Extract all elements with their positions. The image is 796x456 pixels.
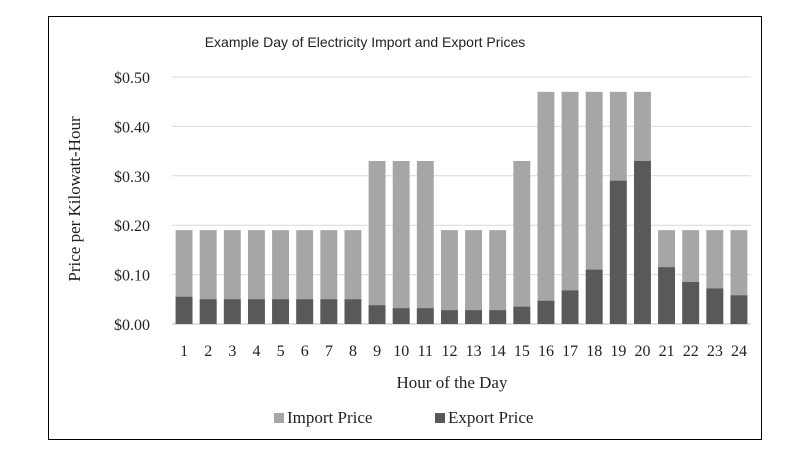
x-tick-label: 1 <box>180 343 188 360</box>
x-tick-label: 15 <box>514 343 530 360</box>
x-tick-label: 2 <box>204 343 212 360</box>
export-price-bar <box>633 160 651 324</box>
import-price-bar <box>561 91 579 324</box>
import-price-bar <box>440 230 458 324</box>
export-price-bar <box>706 288 724 324</box>
export-price-bar <box>296 299 314 324</box>
x-tick-label: 4 <box>252 343 260 360</box>
export-price-bar <box>585 269 603 324</box>
x-tick-label: 3 <box>228 343 236 360</box>
x-tick-label: 20 <box>634 343 650 360</box>
y-tick-label: $0.50 <box>114 70 150 87</box>
export-price-bar <box>440 310 458 324</box>
export-price-bar <box>344 299 362 324</box>
y-tick-label: $0.20 <box>114 218 150 235</box>
x-tick-label: 21 <box>659 343 675 360</box>
export-price-bar <box>247 299 265 324</box>
gridlines <box>172 76 751 325</box>
x-tick-labels: 1 2 3 4 5 6 7 8 9 10 11 12 13 14 15 16 17 18 19 20 21 22 23 24 <box>180 343 747 360</box>
x-tick-label: 11 <box>418 343 433 360</box>
bar-chart: Example Day of Electricity Import and Ex… <box>65 34 751 427</box>
x-tick-label: 23 <box>707 343 723 360</box>
import-price-bar <box>368 160 386 324</box>
x-tick-label: 18 <box>586 343 602 360</box>
import-price-bar <box>465 230 483 324</box>
import-price-bar <box>489 230 507 324</box>
import-price-bar <box>585 91 603 324</box>
x-tick-label: 24 <box>731 343 747 360</box>
y-tick-label: $0.30 <box>114 169 150 186</box>
import-price-bar <box>537 91 555 324</box>
export-price-bar <box>175 296 193 324</box>
x-tick-label: 12 <box>441 343 457 360</box>
x-tick-label: 8 <box>349 343 357 360</box>
y-tick-label: $0.10 <box>114 268 150 285</box>
x-axis-label: Hour of the Day <box>397 373 508 392</box>
export-price-bar <box>513 306 531 324</box>
x-tick-label: 10 <box>393 343 409 360</box>
export-price-bar <box>682 282 700 324</box>
x-tick-label: 5 <box>277 343 285 360</box>
y-axis-label: Price per Kilowatt-Hour <box>65 116 84 282</box>
export-price-bar <box>561 290 579 324</box>
x-tick-label: 9 <box>373 343 381 360</box>
legend-import-swatch <box>274 413 284 423</box>
y-tick-label: $0.00 <box>114 317 150 334</box>
x-tick-label: 22 <box>683 343 699 360</box>
x-tick-label: 14 <box>490 343 506 360</box>
export-price-bar <box>489 310 507 324</box>
export-price-bar <box>199 299 217 324</box>
chart-title: Example Day of Electricity Import and Ex… <box>205 34 526 50</box>
x-tick-label: 19 <box>610 343 626 360</box>
y-tick-labels: $0.00 $0.10 $0.20 $0.30 $0.40 $0.50 <box>114 70 150 334</box>
legend-import-label: Import Price <box>287 408 372 427</box>
import-price-bar <box>513 160 531 324</box>
x-tick-label: 17 <box>562 343 578 360</box>
import-price-bar <box>416 160 434 324</box>
x-tick-label: 16 <box>538 343 554 360</box>
export-price-bar <box>465 310 483 324</box>
export-price-bar <box>730 295 748 324</box>
import-price-bar <box>392 160 410 324</box>
export-price-bar <box>537 300 555 324</box>
export-price-bar <box>320 299 338 324</box>
export-price-bar <box>368 305 386 324</box>
legend-export-label: Export Price <box>448 408 533 427</box>
legend: Import Price Export Price <box>274 408 533 427</box>
chart-frame: Example Day of Electricity Import and Ex… <box>48 16 762 440</box>
x-tick-label: 13 <box>466 343 482 360</box>
x-tick-label: 7 <box>325 343 333 360</box>
export-price-bar <box>609 180 627 324</box>
export-price-bar <box>272 299 290 324</box>
y-tick-label: $0.40 <box>114 119 150 136</box>
export-price-bar <box>223 299 241 324</box>
export-price-bars <box>175 160 748 324</box>
export-price-bar <box>392 308 410 324</box>
export-price-bar <box>658 267 676 324</box>
x-tick-label: 6 <box>301 343 309 360</box>
legend-export-swatch <box>435 413 445 423</box>
export-price-bar <box>416 308 434 324</box>
